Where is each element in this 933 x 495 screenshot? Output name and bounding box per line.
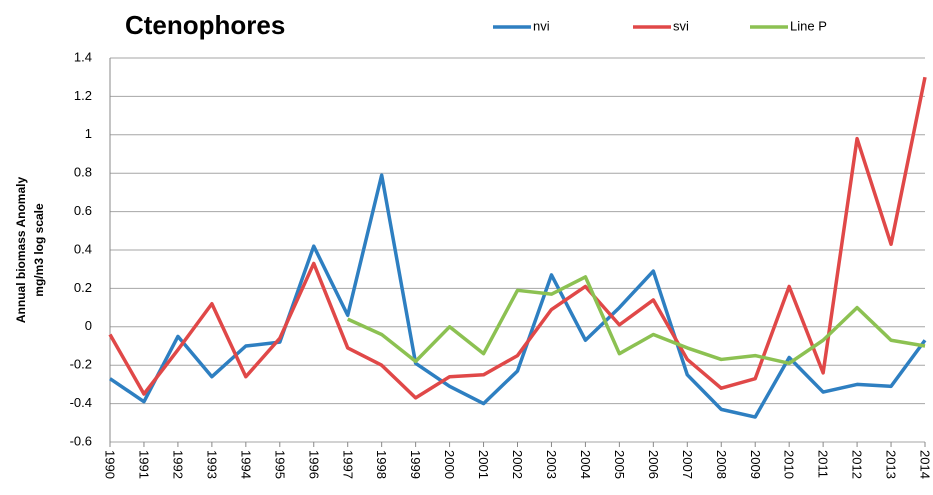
series-line (346, 275, 926, 366)
y-tick-label: 1.2 (74, 88, 92, 103)
x-tick-label: 2003 (544, 450, 559, 479)
x-tick-label: 1996 (306, 450, 321, 479)
y-tick-label: 0 (85, 318, 92, 333)
x-tick-label: 1991 (137, 450, 152, 479)
x-tick-label: 2014 (918, 450, 933, 479)
x-tick-label: 2005 (612, 450, 627, 479)
x-tick-label: 2007 (680, 450, 695, 479)
x-tick-label: 1998 (374, 450, 389, 479)
x-tick-label: 2006 (646, 450, 661, 479)
x-tick-label: 2000 (442, 450, 457, 479)
y-tick-label: -0.6 (70, 433, 92, 448)
y-tick-label: 0.2 (74, 280, 92, 295)
x-tick-label: 2001 (476, 450, 491, 479)
x-tick-label: 1997 (340, 450, 355, 479)
y-axis-label: mg/m3 log scale (32, 203, 46, 297)
x-tick-label: 2009 (748, 450, 763, 479)
x-tick-label: 1992 (170, 450, 185, 479)
legend-label: nvi (533, 18, 550, 33)
y-tick-label: -0.4 (70, 395, 92, 410)
x-tick-label: 2012 (850, 450, 865, 479)
x-tick-label: 1999 (408, 450, 423, 479)
y-tick-label: -0.2 (70, 357, 92, 372)
x-tick-label: 2002 (510, 450, 525, 479)
legend-label: svi (673, 18, 689, 33)
x-tick-label: 1995 (272, 450, 287, 479)
x-tick-label: 2010 (782, 450, 797, 479)
y-tick-label: 0.6 (74, 203, 92, 218)
y-tick-label: 1 (85, 126, 92, 141)
y-tick-label: 1.4 (74, 49, 92, 64)
series-line (108, 76, 927, 400)
legend-label: Line P (790, 18, 827, 33)
x-tick-label: 1994 (238, 450, 253, 479)
y-axis-label: Annual biomass Anomaly (14, 177, 28, 324)
x-tick-label: 2013 (884, 450, 899, 479)
series-line (109, 173, 927, 419)
x-tick-label: 1990 (103, 450, 118, 479)
x-tick-label: 1993 (204, 450, 219, 479)
x-tick-label: 2008 (714, 450, 729, 479)
chart-title: Ctenophores (125, 10, 285, 40)
y-tick-label: 0.4 (74, 241, 92, 256)
y-tick-label: 0.8 (74, 165, 92, 180)
x-tick-label: 2011 (816, 450, 831, 478)
x-tick-label: 2004 (578, 450, 593, 479)
